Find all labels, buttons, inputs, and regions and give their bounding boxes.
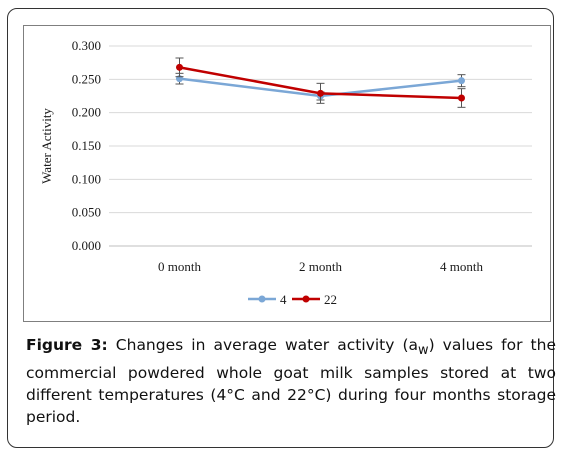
y-tick-label: 0.100 [72,171,101,186]
legend-item: 4 [248,292,287,307]
legend-swatch-marker [258,295,266,303]
y-tick-label: 0.000 [72,238,101,253]
figure-caption: Figure 3: Changes in average water activ… [26,334,556,428]
line-chart: 0.000 0.050 0.100 0.150 0.200 0.250 0.300 0 mon… [39,38,532,307]
caption-text-end: ) values for the commercial powdered who… [26,336,556,427]
y-tick-label: 0.150 [72,138,101,153]
caption-label: Figure 3: [26,336,108,354]
legend-swatch-marker [302,295,310,303]
y-tick-label: 0.250 [72,71,101,86]
legend-label: 4 [280,292,287,307]
y-axis-title: Water Activity [39,108,54,184]
y-tick-label: 0.050 [72,205,101,220]
x-tick-label: 4 month [440,259,483,274]
data-point [458,94,465,102]
y-tick-label: 0.200 [72,105,101,120]
data-point [458,77,465,85]
caption-text-start: Changes in average water activity (a [107,336,418,354]
figure-frame: 0.000 0.050 0.100 0.150 0.200 0.250 0.300 0 mon… [7,8,556,448]
x-tick-label: 0 month [158,259,201,274]
chart-area: 0.000 0.050 0.100 0.150 0.200 0.250 0.300 0 mon… [23,25,551,322]
y-tick-label: 0.300 [72,38,101,53]
legend-item: 22 [292,292,337,307]
caption-subscript: w [418,343,429,359]
data-point [317,89,324,97]
legend-label: 22 [324,292,337,307]
x-tick-label: 2 month [299,259,342,274]
data-point [176,63,183,71]
series-22 [175,57,466,108]
